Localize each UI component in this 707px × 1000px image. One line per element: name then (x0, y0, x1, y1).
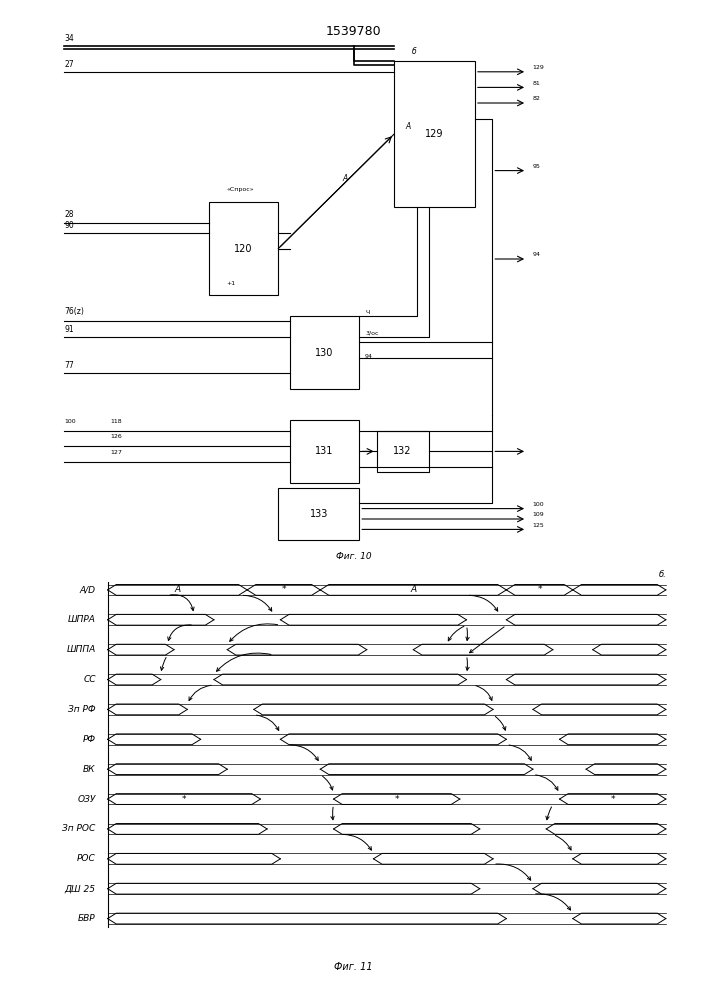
Text: 109: 109 (533, 512, 544, 517)
Text: Фиг. 10: Фиг. 10 (336, 552, 371, 561)
Text: 3/ос: 3/ос (365, 330, 378, 335)
Text: 95: 95 (533, 164, 541, 169)
Text: 132: 132 (393, 446, 412, 456)
Bar (377, 431, 428, 472)
Text: 126: 126 (110, 434, 122, 439)
Text: A: A (342, 174, 347, 183)
Text: +1: +1 (226, 281, 235, 286)
Text: 129: 129 (425, 129, 444, 139)
Text: РОС: РОС (77, 854, 95, 863)
Text: *: * (182, 795, 186, 804)
Text: ВК: ВК (83, 765, 95, 774)
Bar (394, 61, 475, 207)
Text: 76(z): 76(z) (64, 307, 84, 316)
Text: *: * (281, 585, 286, 594)
Text: 94: 94 (533, 252, 541, 257)
Text: б.: б. (659, 570, 667, 579)
Text: А: А (410, 585, 416, 594)
Text: 120: 120 (234, 244, 253, 254)
Bar (279, 488, 359, 540)
Text: 100: 100 (64, 419, 76, 424)
Text: 131: 131 (315, 446, 334, 456)
Text: A: A (406, 122, 411, 131)
Text: *: * (610, 795, 615, 804)
Text: А: А (175, 585, 180, 594)
Text: 125: 125 (533, 523, 544, 528)
Text: 130: 130 (315, 348, 334, 358)
Text: 81: 81 (533, 81, 541, 86)
Bar (290, 420, 359, 483)
Text: б: б (411, 47, 416, 56)
Text: 133: 133 (310, 509, 328, 519)
Text: 90: 90 (64, 221, 74, 230)
Text: 100: 100 (533, 502, 544, 507)
Text: СС: СС (83, 675, 95, 684)
Text: Зп РОС: Зп РОС (62, 824, 95, 833)
Text: 82: 82 (533, 96, 541, 101)
Bar (209, 202, 279, 295)
Text: 91: 91 (64, 325, 74, 334)
Text: РФ: РФ (83, 735, 95, 744)
Text: 34: 34 (64, 34, 74, 43)
Text: 129: 129 (533, 65, 544, 70)
Text: Зп РФ: Зп РФ (68, 705, 95, 714)
Text: 1539780: 1539780 (326, 25, 381, 38)
Bar (290, 316, 359, 389)
Text: 27: 27 (64, 60, 74, 69)
Text: 77: 77 (64, 361, 74, 370)
Text: Ч: Ч (365, 310, 369, 315)
Text: 127: 127 (110, 450, 122, 455)
Text: 28: 28 (64, 210, 74, 219)
Text: А/D: А/D (80, 585, 95, 594)
Text: Фиг. 11: Фиг. 11 (334, 962, 373, 972)
Text: «Спрос»: «Спрос» (226, 187, 254, 192)
Text: 118: 118 (110, 419, 122, 424)
Text: ДШ 25: ДШ 25 (64, 884, 95, 893)
Text: *: * (537, 585, 542, 594)
Text: 94: 94 (365, 354, 373, 359)
Text: ОЗУ: ОЗУ (77, 795, 95, 804)
Text: ШППА: ШППА (66, 645, 95, 654)
Text: БВР: БВР (78, 914, 95, 923)
Text: *: * (395, 795, 399, 804)
Text: ШПРА: ШПРА (68, 615, 95, 624)
